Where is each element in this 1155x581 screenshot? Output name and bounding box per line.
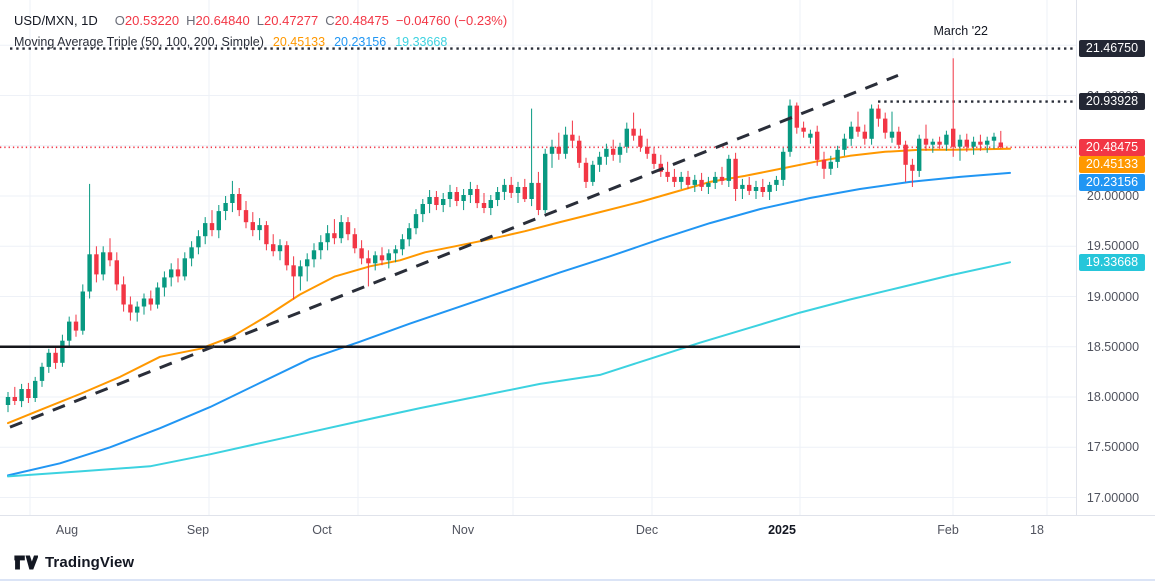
open-value: 20.53220 — [124, 13, 180, 28]
time-axis[interactable]: Aug Sep Oct Nov Dec 2025 Feb 18 — [0, 515, 1155, 547]
indicator-title[interactable]: Moving Average Triple (50, 100, 200, Sim… — [14, 35, 264, 49]
low-value: 20.47277 — [264, 13, 319, 28]
high-key: H — [186, 13, 196, 28]
price-tick: 18.00000 — [1086, 390, 1140, 404]
brand-name: TradingView — [45, 554, 135, 571]
close-value: 20.48475 — [334, 13, 389, 28]
march-22-note: March '22 — [933, 24, 989, 38]
price-label: 21.46750 — [1079, 40, 1145, 58]
ma50-value: 20.45133 — [272, 35, 326, 49]
open-key: O — [114, 13, 125, 28]
change-value: −0.04760 (−0.23%) — [395, 13, 508, 28]
high-value: 20.64840 — [195, 13, 250, 28]
price-tick: 19.00000 — [1086, 289, 1140, 304]
time-tick: Oct — [312, 523, 332, 537]
time-tick: Dec — [635, 523, 659, 537]
chart-legend: USD/MXN, 1D O20.53220 H20.64840 L20.47277 C2… — [14, 12, 507, 51]
time-tick: Nov — [451, 523, 475, 537]
bottom-accent-line — [0, 579, 1155, 581]
price-axis[interactable]: 21.0000020.0000019.5000019.0000018.50000… — [1076, 0, 1155, 515]
price-label: 20.48475 — [1079, 138, 1145, 156]
low-key: L — [256, 13, 265, 28]
time-tick: 2025 — [768, 523, 796, 537]
price-label: 19.33668 — [1079, 254, 1145, 272]
indicator-row: Moving Average Triple (50, 100, 200, Sim… — [14, 34, 507, 51]
price-tick: 18.50000 — [1086, 339, 1140, 354]
price-label: 20.93928 — [1079, 93, 1145, 111]
price-tick: 20.00000 — [1086, 189, 1140, 203]
time-tick: Feb — [937, 523, 959, 537]
price-chart-svg[interactable] — [0, 0, 1076, 515]
footer-bar: TradingView — [0, 546, 1155, 579]
close-key: C — [325, 13, 335, 28]
ma100-value: 20.23156 — [334, 35, 387, 49]
price-tick: 17.50000 — [1086, 440, 1140, 455]
price-tick: 19.50000 — [1086, 239, 1140, 254]
ma200-value: 19.33668 — [395, 35, 448, 49]
tradingview-logo-icon — [14, 555, 38, 570]
time-tick: Sep — [186, 523, 210, 537]
symbol-row: USD/MXN, 1D O20.53220 H20.64840 L20.47277 C2… — [14, 12, 507, 30]
price-label: 20.23156 — [1079, 173, 1145, 191]
time-tick: Aug — [55, 523, 79, 537]
price-tick: 17.00000 — [1086, 490, 1140, 505]
symbol-title[interactable]: USD/MXN, 1D — [14, 13, 98, 28]
chart-plot-area[interactable]: USD/MXN, 1D O20.53220 H20.64840 L20.47277 C2… — [0, 0, 1076, 515]
tradingview-logo[interactable]: TradingView — [13, 554, 134, 571]
price-label: 20.45133 — [1079, 156, 1145, 174]
time-tick: 18 — [1030, 523, 1044, 537]
